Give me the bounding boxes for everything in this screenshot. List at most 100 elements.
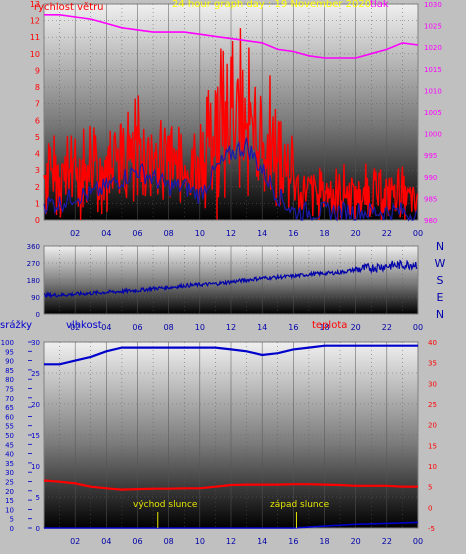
rain-tick-label: 50 bbox=[5, 432, 14, 440]
x-tick-label: 10 bbox=[195, 537, 205, 546]
rain-tick-label: 20 bbox=[5, 488, 14, 496]
x-tick-label: 20 bbox=[351, 229, 361, 238]
rain-tick-label: 70 bbox=[5, 395, 14, 403]
direction-tick-label: 180 bbox=[27, 277, 40, 285]
wind-average-line bbox=[43, 137, 417, 222]
rain-tick-label: 85 bbox=[5, 367, 14, 375]
x-tick-label: 12 bbox=[226, 229, 236, 238]
wind-tick-label: 7 bbox=[35, 100, 40, 109]
pressure-tick-label: 1005 bbox=[424, 109, 442, 117]
temperature-tick-label: 40 bbox=[428, 339, 437, 347]
x-tick-label: 22 bbox=[382, 229, 392, 238]
x-tick-label: 10 bbox=[195, 323, 205, 332]
wind-tick-label: 0 bbox=[35, 216, 40, 225]
rain-tick-label: 25 bbox=[5, 479, 14, 487]
rain-tick-label: 40 bbox=[5, 451, 14, 459]
temperature-tick-label: 10 bbox=[428, 463, 437, 471]
x-tick-label: 14 bbox=[257, 323, 267, 332]
wind-tick-label: 12 bbox=[30, 17, 40, 26]
rain-tick-label: 95 bbox=[5, 348, 14, 356]
compass-label: S bbox=[437, 274, 444, 287]
humidity-tick-label: 10 bbox=[31, 463, 40, 471]
pressure-tick-label: 985 bbox=[424, 195, 437, 203]
rain-line bbox=[44, 521, 419, 529]
rain-tick-label: 55 bbox=[5, 423, 14, 431]
x-tick-label: 04 bbox=[101, 537, 111, 546]
temperature-tick-label: 0 bbox=[428, 504, 432, 512]
temperature-tick-label: 35 bbox=[428, 360, 437, 368]
x-tick-label: 12 bbox=[226, 537, 236, 546]
x-tick-label: 02 bbox=[70, 323, 80, 332]
wind-tick-label: 5 bbox=[35, 133, 40, 142]
pressure-tick-label: 1030 bbox=[424, 1, 442, 9]
compass-label: N bbox=[436, 308, 444, 321]
temperature-tick-label: 30 bbox=[428, 380, 437, 388]
sunset-annotation: západ slunce bbox=[270, 500, 330, 510]
x-tick-label: 20 bbox=[351, 537, 361, 546]
temperature-line bbox=[43, 479, 418, 491]
humidity-tick-label: 20 bbox=[31, 401, 40, 409]
x-tick-label: 04 bbox=[101, 229, 111, 238]
wind-tick-label: 9 bbox=[35, 66, 40, 75]
rain-axis-label: srážky bbox=[0, 320, 33, 331]
x-tick-label: 04 bbox=[101, 323, 111, 332]
pressure-tick-label: 1000 bbox=[424, 131, 442, 139]
rain-tick-label: 15 bbox=[5, 497, 14, 505]
x-tick-label: 18 bbox=[319, 323, 329, 332]
x-tick-label: 16 bbox=[288, 537, 298, 546]
x-tick-label: 08 bbox=[164, 229, 174, 238]
rain-tick-label: 5 bbox=[10, 516, 14, 524]
wind-tick-label: 3 bbox=[35, 166, 40, 175]
pressure-tick-label: 1020 bbox=[424, 44, 442, 52]
x-tick-label: 22 bbox=[382, 537, 392, 546]
x-tick-label: 00 bbox=[413, 323, 423, 332]
x-tick-label: 20 bbox=[351, 323, 361, 332]
humidity-tick-label: 5 bbox=[36, 494, 40, 502]
x-tick-label: 00 bbox=[413, 537, 423, 546]
x-tick-label: 12 bbox=[226, 323, 236, 332]
rain-tick-label: 80 bbox=[5, 376, 14, 384]
x-tick-label: 00 bbox=[413, 229, 423, 238]
rain-tick-label: 35 bbox=[5, 460, 14, 468]
direction-tick-label: 360 bbox=[27, 243, 40, 251]
x-tick-label: 14 bbox=[257, 229, 267, 238]
wind-direction-line bbox=[43, 259, 418, 299]
temperature-tick-label: 25 bbox=[428, 401, 437, 409]
direction-tick-label: 270 bbox=[27, 260, 40, 268]
x-tick-label: 16 bbox=[288, 323, 298, 332]
pressure-tick-label: 1015 bbox=[424, 66, 442, 74]
wind-gust-line bbox=[43, 28, 418, 221]
humidity-tick-label: 30 bbox=[31, 339, 40, 347]
wind-tick-label: 4 bbox=[35, 150, 40, 159]
pressure-axis-label: tlak bbox=[370, 0, 389, 10]
rain-tick-label: 90 bbox=[5, 358, 14, 366]
pressure-tick-label: 1025 bbox=[424, 23, 442, 31]
humidity-tick-label: 25 bbox=[31, 370, 40, 378]
x-tick-label: 08 bbox=[164, 537, 174, 546]
wind-tick-label: 2 bbox=[35, 183, 40, 192]
compass-label: N bbox=[436, 240, 444, 253]
wind-tick-label: 13 bbox=[30, 0, 40, 9]
compass-label: W bbox=[435, 257, 446, 270]
x-tick-label: 22 bbox=[382, 323, 392, 332]
x-tick-label: 18 bbox=[319, 229, 329, 238]
temperature-tick-label: 20 bbox=[428, 422, 437, 430]
pressure-tick-label: 1010 bbox=[424, 87, 442, 95]
humidity-tick-label: 0 bbox=[36, 525, 40, 533]
direction-tick-label: 90 bbox=[31, 294, 40, 302]
x-tick-label: 16 bbox=[288, 229, 298, 238]
x-tick-label: 06 bbox=[132, 229, 142, 238]
x-tick-label: 10 bbox=[195, 229, 205, 238]
compass-label: E bbox=[437, 291, 444, 304]
humidity-tick-label: 15 bbox=[31, 432, 40, 440]
wind-speed-axis-label: rychlost větru bbox=[34, 2, 104, 13]
temperature-axis-label: teplota bbox=[312, 320, 348, 331]
x-tick-label: 02 bbox=[70, 229, 80, 238]
pressure-tick-label: 990 bbox=[424, 174, 437, 182]
temperature-tick-label: -5 bbox=[428, 525, 435, 533]
x-tick-label: 06 bbox=[132, 537, 142, 546]
rain-tick-label: 100 bbox=[1, 339, 14, 347]
wind-tick-label: 10 bbox=[30, 50, 40, 59]
